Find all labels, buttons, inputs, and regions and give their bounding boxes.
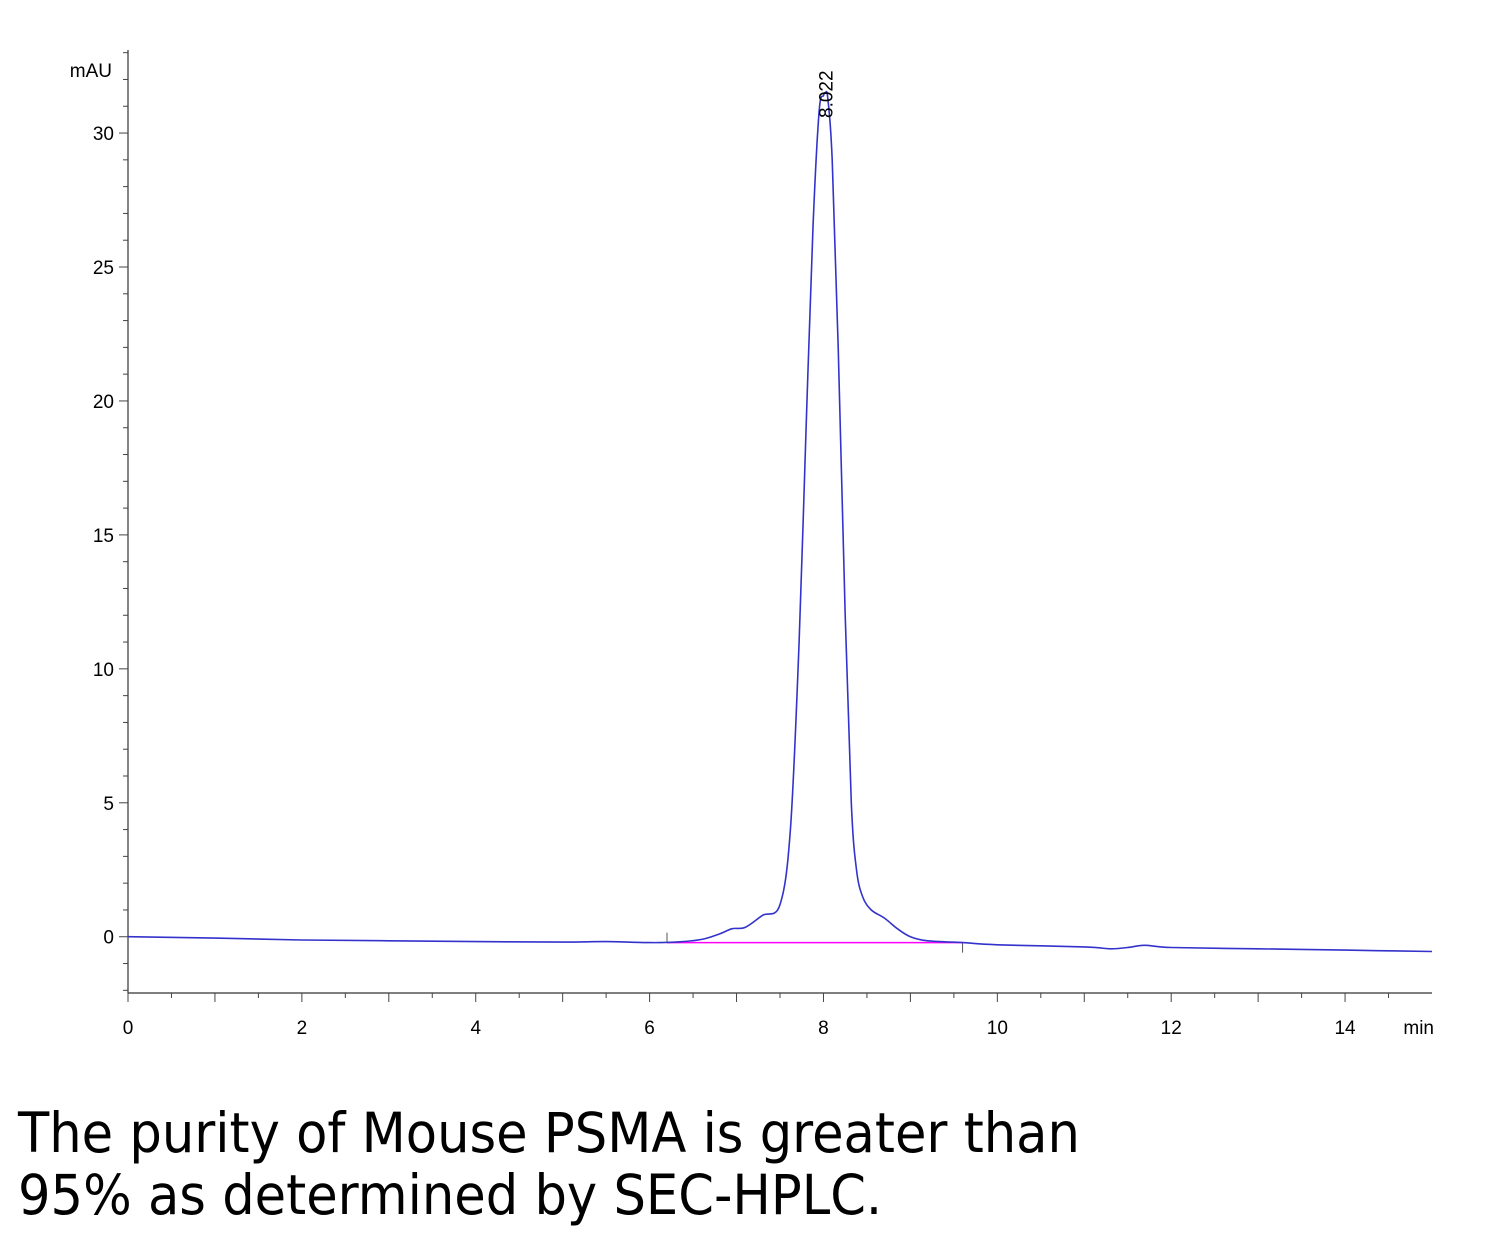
y-tick-label: 10 — [93, 660, 114, 681]
chromatogram-trace — [127, 90, 1433, 953]
y-tick-label: 5 — [103, 794, 114, 815]
y-tick-label: 30 — [93, 124, 114, 145]
x-tick-label: 8 — [818, 1018, 829, 1039]
y-axis-unit-label: mAU — [70, 61, 112, 82]
y-tick-label: 0 — [103, 928, 114, 949]
x-tick-label: 2 — [297, 1018, 308, 1039]
x-tick-label: 10 — [987, 1018, 1008, 1039]
x-tick-label: 6 — [644, 1018, 655, 1039]
chromatogram-chart: 0 5 10 15 20 25 30 0 2 4 6 8 10 12 14 mAU min 8.022 — [70, 50, 1434, 1039]
peak-retention-label: 8.022 — [816, 70, 837, 118]
caption-line-1: The purity of Mouse PSMA is greater than — [18, 1101, 1080, 1165]
x-tick-label: 4 — [470, 1018, 481, 1039]
x-tick-label: 14 — [1334, 1018, 1356, 1039]
y-tick-label: 20 — [93, 392, 114, 413]
tick-labels: 0 5 10 15 20 25 30 0 2 4 6 8 10 12 14 — [93, 124, 1356, 1039]
y-tick-label: 25 — [93, 258, 114, 279]
y-tick-label: 15 — [93, 526, 114, 547]
ticks — [119, 52, 1390, 1002]
caption-line-2: 95% as determined by SEC-HPLC. — [18, 1163, 883, 1227]
x-tick-label: 0 — [123, 1018, 134, 1039]
axes — [127, 50, 1432, 994]
caption: The purity of Mouse PSMA is greater than… — [18, 1102, 1357, 1226]
x-tick-label: 12 — [1161, 1018, 1182, 1039]
x-axis-unit-label: min — [1403, 1018, 1434, 1039]
